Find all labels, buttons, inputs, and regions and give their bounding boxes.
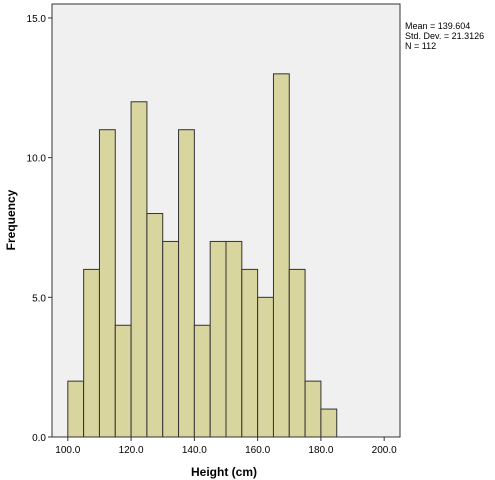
- histogram-bar: [320, 408, 338, 438]
- histogram-bar: [225, 240, 243, 438]
- histogram-bar: [98, 129, 116, 438]
- x-axis: 100.0 120.0 140.0 160.0 180.0 200.0: [55, 437, 397, 456]
- x-tick-label: 120.0: [119, 445, 144, 456]
- histogram-bar: [257, 296, 274, 438]
- histogram-bar: [193, 324, 211, 438]
- x-tick-label: 200.0: [372, 445, 397, 456]
- y-tick-label: 0.0: [32, 433, 46, 444]
- stats-n: N = 112: [405, 41, 436, 51]
- histogram-bar: [272, 73, 290, 438]
- bars-group: [67, 73, 338, 438]
- stats-std-dev: Std. Dev. = 21.3126: [405, 31, 484, 41]
- histogram-bar: [83, 268, 100, 438]
- x-axis-title: Height (cm): [191, 465, 257, 479]
- histogram-bar: [241, 268, 259, 438]
- x-tick-label: 160.0: [245, 445, 270, 456]
- stats-box: Mean = 139.604 Std. Dev. = 21.3126 N = 1…: [405, 21, 484, 51]
- y-axis-title: Frequency: [4, 189, 18, 250]
- histogram-bar: [130, 101, 148, 438]
- histogram-bar: [209, 240, 227, 438]
- histogram-bar: [114, 324, 132, 438]
- y-tick-label: 10.0: [27, 154, 47, 165]
- histogram-bar: [304, 380, 322, 438]
- stats-mean: Mean = 139.604: [405, 21, 470, 31]
- x-tick-label: 180.0: [308, 445, 333, 456]
- histogram-bar: [162, 240, 180, 438]
- y-axis: 0.0 5.0 10.0 15.0: [27, 14, 52, 444]
- x-tick-label: 100.0: [55, 445, 80, 456]
- histogram-bar: [67, 380, 85, 438]
- histogram-bar: [146, 213, 164, 438]
- histogram-bar: [288, 268, 306, 438]
- histogram-bar: [178, 129, 195, 438]
- x-tick-label: 140.0: [182, 445, 207, 456]
- y-tick-label: 5.0: [32, 293, 46, 304]
- y-tick-label: 15.0: [27, 14, 47, 25]
